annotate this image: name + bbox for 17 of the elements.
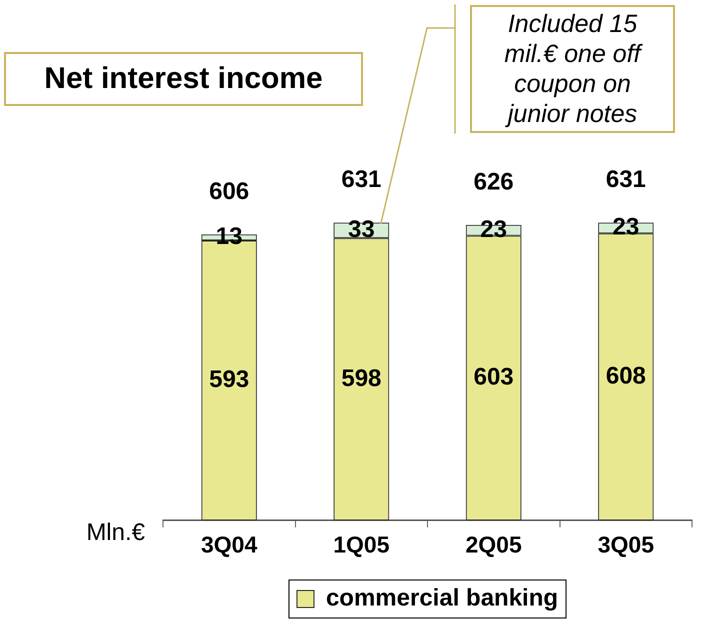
data-label: 593 <box>209 366 250 394</box>
data-label: 608 <box>606 362 646 390</box>
y-axis-title: Mln.€ <box>86 519 146 546</box>
x-tick-label: 3Q05 <box>598 532 654 558</box>
total-label: 626 <box>474 168 514 196</box>
total-label: 606 <box>209 178 250 205</box>
total-label: 631 <box>341 166 382 194</box>
chart-title: Net interest income <box>44 62 323 96</box>
x-tick-label: 3Q04 <box>200 532 258 558</box>
text: Included 15 mil.€ one off coupon on junior notes <box>503 9 644 129</box>
data-label: 598 <box>341 364 382 392</box>
legend-label: commercial banking <box>326 584 558 612</box>
x-tick-label: 2Q05 <box>465 532 522 558</box>
total-label: 631 <box>606 166 646 194</box>
x-tick-label: 1Q05 <box>333 532 390 558</box>
data-label: 603 <box>474 364 514 391</box>
data-label: 33 <box>348 216 375 243</box>
